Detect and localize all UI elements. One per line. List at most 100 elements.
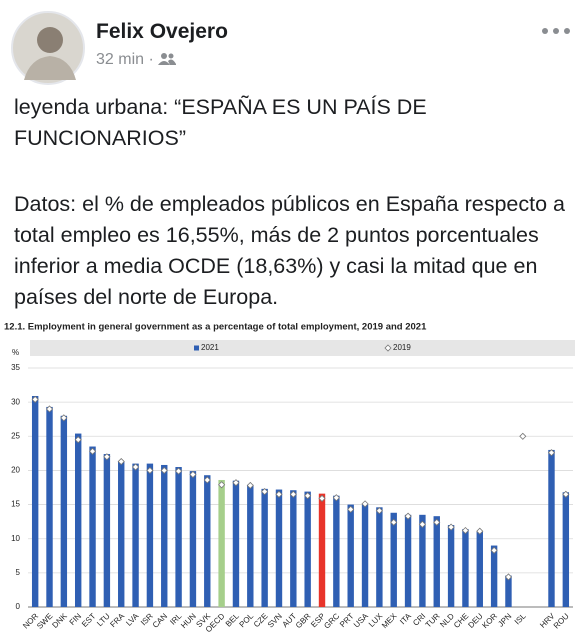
x-tick-label: EST [80, 611, 97, 628]
marker-2019 [203, 476, 211, 484]
x-tick-label: DNK [50, 611, 69, 630]
legend-swatch [194, 345, 199, 351]
bar [505, 575, 512, 607]
y-tick-label: 20 [11, 466, 20, 475]
bar [404, 514, 412, 607]
x-tick-label: HUN [179, 611, 198, 630]
bar [204, 475, 211, 607]
bar [290, 490, 297, 607]
x-tick-label: GBR [294, 611, 313, 630]
bar [118, 461, 125, 607]
x-tick-label: TUR [424, 611, 442, 629]
x-tick-label: LTU [95, 611, 112, 628]
marker-2019 [189, 470, 197, 479]
x-tick-label: CZE [252, 612, 270, 630]
marker-2019 [31, 395, 39, 403]
x-tick-label: SVN [266, 611, 284, 629]
bar [462, 529, 469, 607]
marker-2019 [433, 518, 441, 526]
marker-2019 [160, 466, 168, 474]
marker-2019 [519, 432, 527, 440]
x-tick-label: CAN [151, 611, 169, 629]
x-tick-label: ITA [398, 611, 413, 626]
legend-label: 2021 [201, 343, 219, 352]
x-tick-label: ISL [513, 611, 528, 626]
marker-2019 [261, 488, 269, 496]
marker-2019 [45, 405, 54, 413]
x-tick-label: FRA [108, 611, 126, 629]
x-tick-label: ROU [552, 611, 571, 630]
marker-2019 [418, 520, 426, 528]
x-tick-label: KOR [480, 611, 499, 630]
marker-2019 [375, 507, 383, 515]
bar [333, 495, 340, 607]
separator: · [148, 51, 154, 68]
post-meta: 32 min · [96, 51, 177, 69]
marker-2019 [562, 490, 570, 498]
bar [89, 446, 96, 607]
bar [146, 463, 154, 607]
marker-2019 [103, 453, 111, 461]
bar [361, 504, 369, 607]
marker-2019 [361, 500, 369, 508]
bar [433, 516, 440, 607]
bar [562, 492, 570, 607]
marker-2019 [318, 494, 326, 502]
bar [189, 471, 197, 607]
x-tick-label: NLD [438, 611, 456, 629]
time[interactable]: 32 min [96, 51, 145, 68]
bar [60, 415, 68, 607]
bar [476, 531, 483, 607]
x-tick-label: CHE [452, 612, 470, 630]
bar [161, 464, 168, 607]
x-tick-label: DEU [466, 611, 484, 629]
avatar[interactable] [10, 10, 86, 86]
x-tick-label: PRT [338, 611, 356, 629]
bar [490, 545, 498, 607]
bar [74, 433, 82, 607]
x-tick-label: POL [238, 611, 256, 629]
chart: 12.1. Employment in general government a… [4, 322, 575, 634]
x-tick-label: MEX [380, 611, 399, 630]
bar [232, 480, 240, 607]
marker-2019 [246, 481, 254, 490]
bar [275, 489, 283, 607]
marker-2019 [218, 481, 226, 489]
bar [247, 484, 254, 607]
y-tick-label: 15 [11, 500, 20, 509]
y-tick-label: 25 [11, 431, 20, 440]
marker-2019 [404, 512, 412, 520]
marker-2019 [175, 467, 183, 475]
bar [419, 514, 426, 607]
marker-2019 [117, 457, 125, 466]
x-tick-label: USA [352, 611, 370, 629]
bar [103, 454, 111, 607]
marker-2019 [332, 494, 340, 502]
y-tick-label: 5 [16, 568, 21, 577]
marker-2019 [390, 518, 398, 526]
marker-2019 [347, 505, 355, 513]
post-text: leyenda urbana: “ESPAÑA ES UN PAÍS DE FU… [14, 95, 427, 150]
legend-label: 2019 [393, 343, 411, 352]
bar [347, 504, 354, 607]
marker-2019 [146, 466, 154, 474]
bar [548, 449, 555, 607]
author[interactable]: Felix Ovejero [96, 20, 228, 43]
y-tick-label: 0 [16, 602, 21, 611]
marker-2019 [132, 463, 140, 471]
marker-2019 [60, 414, 68, 422]
bar [175, 467, 182, 607]
bar [318, 493, 326, 607]
bar [376, 507, 383, 607]
y-axis-label: % [12, 348, 19, 357]
y-tick-label: 30 [11, 397, 20, 406]
marker-2019 [74, 436, 82, 444]
bar [46, 406, 53, 607]
bar [132, 463, 139, 607]
bar [304, 491, 311, 607]
more-button[interactable] [540, 26, 572, 36]
marker-2019 [476, 527, 484, 535]
marker-2019 [547, 449, 556, 457]
bar [218, 479, 225, 607]
